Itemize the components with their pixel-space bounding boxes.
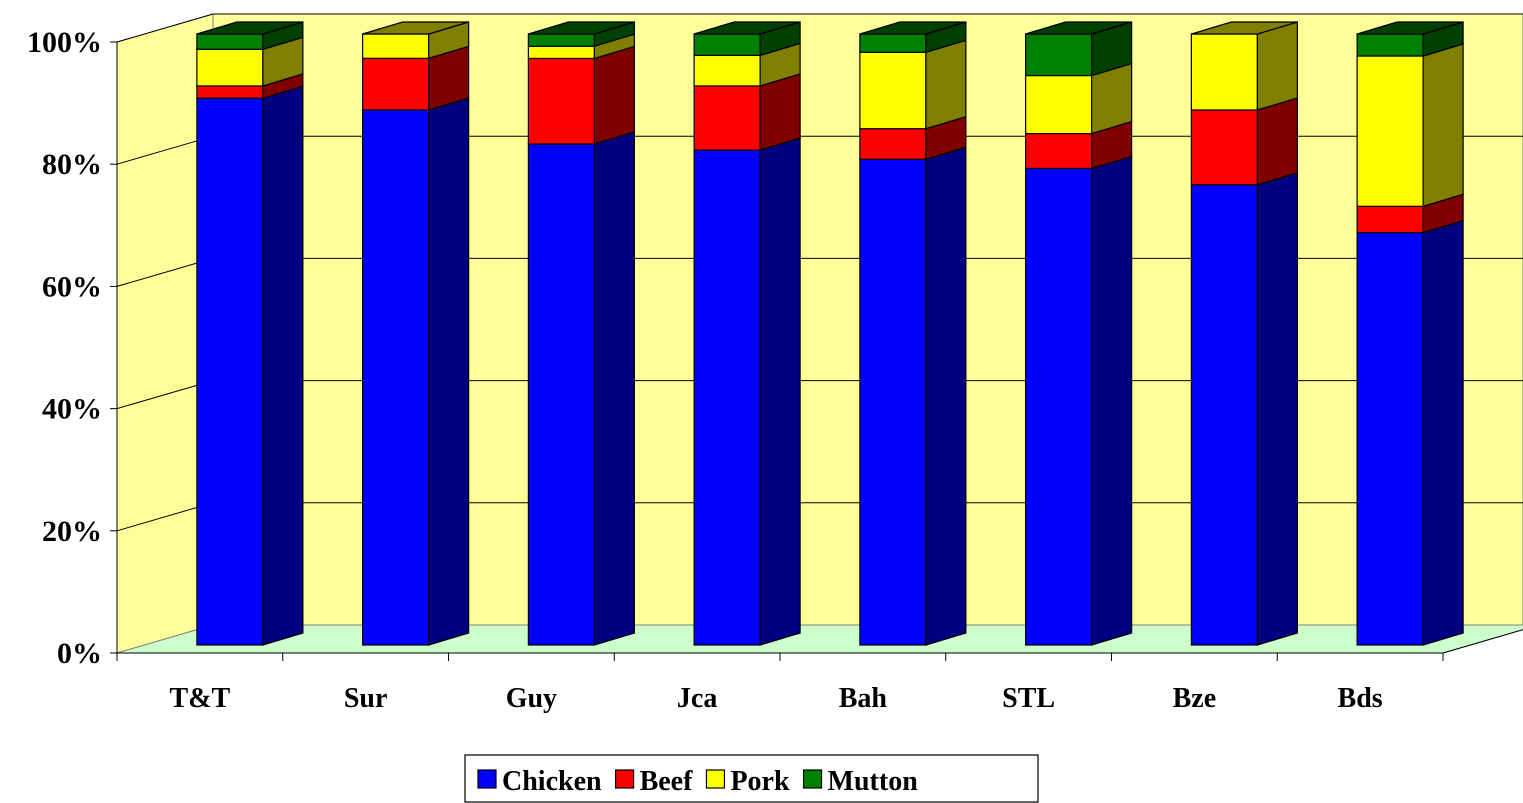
bar-segment-mutton (1356, 33, 1424, 57)
bar-segment-pork (1025, 74, 1093, 135)
x-tick-labels: T&T Sur Guy Jca Bah STL Bze Bds (170, 683, 1383, 714)
x-tick-label: Jca (677, 683, 717, 714)
bar-segment-beef (859, 128, 927, 160)
y-tick-label: 80% (42, 148, 102, 181)
bar-segment-beef (196, 85, 264, 99)
bar-stack (1356, 21, 1464, 646)
bar-stack (693, 21, 801, 646)
bar-segment-chicken (1356, 231, 1424, 646)
bar-segment-beef (1025, 132, 1093, 170)
x-tick-label: Bze (1173, 683, 1217, 714)
bar-stack (362, 21, 470, 646)
gridline (116, 13, 1523, 43)
bar-side-chicken (428, 97, 470, 646)
bar-segment-chicken (196, 97, 264, 646)
bar-segment-pork (1190, 33, 1258, 111)
x-tick-label: Guy (506, 683, 557, 714)
legend-label-beef: Beef (640, 766, 694, 797)
bar-segment-beef (1356, 205, 1424, 234)
bar-segment-pork (527, 45, 595, 60)
bar-top (528, 21, 635, 35)
legend-swatch-chicken (477, 769, 497, 789)
legend-label-mutton: Mutton (828, 766, 919, 797)
bar-top (859, 21, 967, 35)
x-tick-label: Sur (344, 683, 388, 714)
bar-top (196, 21, 304, 35)
bar-top (693, 21, 801, 35)
bar-segment-pork (196, 48, 264, 87)
bar-segment-pork (362, 33, 430, 59)
bar-segment-mutton (1025, 33, 1093, 77)
bar-segment-chicken (527, 143, 595, 646)
x-tick-label: Bds (1338, 683, 1383, 714)
x-tick-label: T&T (170, 683, 231, 714)
x-tick-label: Bah (839, 683, 888, 714)
bar-stack (527, 21, 635, 646)
bar-segment-beef (693, 85, 761, 151)
bar-stack (1190, 21, 1298, 646)
bar-side-chicken (925, 146, 967, 646)
y-tick-label: 20% (42, 515, 102, 548)
bar-top (362, 21, 469, 35)
bar-segment-beef (527, 57, 595, 145)
bar-stack (196, 21, 304, 646)
bar-segment-beef (1190, 109, 1258, 186)
bar-top (1025, 21, 1132, 35)
bar-segment-mutton (693, 33, 761, 56)
y-tick-label: 40% (42, 393, 102, 426)
bar-segment-mutton (527, 33, 595, 47)
bar-side-pork (925, 39, 967, 130)
bar-side-chicken (759, 137, 801, 646)
legend-swatch-beef (614, 769, 635, 789)
legend-swatch-mutton (802, 769, 823, 789)
legend-box: Chicken Beef Pork Mutton (464, 754, 1039, 803)
x-tick-label: STL (1002, 683, 1055, 714)
bar-side-beef (593, 45, 635, 145)
bar-segment-pork (859, 51, 927, 130)
bar-segment-beef (362, 57, 430, 111)
legend-label-pork: Pork (730, 766, 790, 797)
legend-label-chicken: Chicken (502, 766, 602, 797)
bar-side-pork (1256, 21, 1298, 111)
bar-side-chicken (593, 131, 635, 646)
legend: Chicken Beef Pork Mutton (464, 754, 1039, 803)
bar-stack (859, 21, 967, 646)
bar-top (1356, 21, 1464, 35)
bar-side-chicken (1256, 171, 1298, 646)
legend-swatch-pork (705, 769, 726, 789)
floor-edge (1442, 629, 1523, 654)
bar-segment-chicken (859, 158, 927, 646)
legend-frame (464, 754, 1039, 803)
y-tick-label: 100% (27, 26, 102, 59)
bar-side-chicken (1422, 219, 1464, 646)
bar-side-beef (1256, 97, 1298, 186)
bar-segment-chicken (693, 149, 761, 646)
bar-side-chicken (262, 85, 304, 646)
bars (196, 21, 1464, 646)
bar-segment-pork (693, 54, 761, 87)
bar-side-beef (759, 73, 801, 151)
bar-stack (1025, 21, 1133, 646)
bar-side-pork (1422, 43, 1464, 208)
chart-walls (116, 13, 1523, 654)
bar-side-chicken (1091, 155, 1133, 646)
y-tick-label: 0% (57, 637, 102, 670)
bar-segment-chicken (1025, 167, 1093, 646)
y-tick-labels: 0% 20% 40% 60% 80% 100% (27, 26, 102, 670)
bar-top (1191, 21, 1298, 35)
bar-segment-mutton (859, 33, 927, 53)
axes (110, 41, 1523, 661)
bar-segment-chicken (1190, 184, 1258, 646)
floor (116, 624, 1523, 654)
y-tick-label: 60% (42, 270, 102, 303)
bar-segment-pork (1356, 55, 1424, 207)
bar-segment-mutton (196, 33, 264, 50)
bar-segment-chicken (362, 109, 430, 646)
